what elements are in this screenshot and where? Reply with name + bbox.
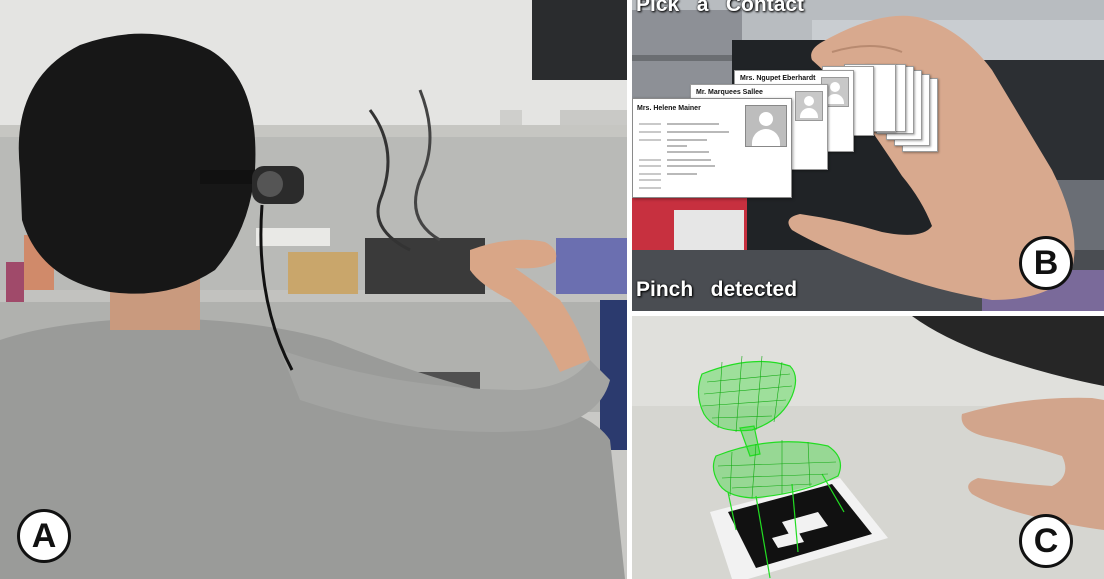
ar-chair-on-marker-image [632,316,1104,579]
panel-a-photo: A [0,0,627,579]
panel-c-photo: C [632,316,1104,579]
contact-name: Mr. Marquees Sallee [696,89,763,96]
panel-label-c: C [1019,514,1073,568]
instruction-overlay: Pick a Contact [636,0,805,16]
panel-label-b: B [1019,236,1073,290]
status-overlay: Pinch detected [636,278,798,301]
contact-card-selected[interactable]: Mrs. Helene Mainer [632,98,792,198]
contact-name: Mrs. Helene Mainer [637,105,701,112]
avatar-placeholder-icon [745,105,787,147]
avatar-placeholder-icon [795,91,823,121]
panel-b-photo: Mrs. Ngupet Eberhardt Mr. Marquees Salle… [632,0,1104,311]
panel-label-a: A [17,509,71,563]
person-wearing-headset-image [0,0,627,579]
contact-name: Mrs. Ngupet Eberhardt [740,75,816,82]
